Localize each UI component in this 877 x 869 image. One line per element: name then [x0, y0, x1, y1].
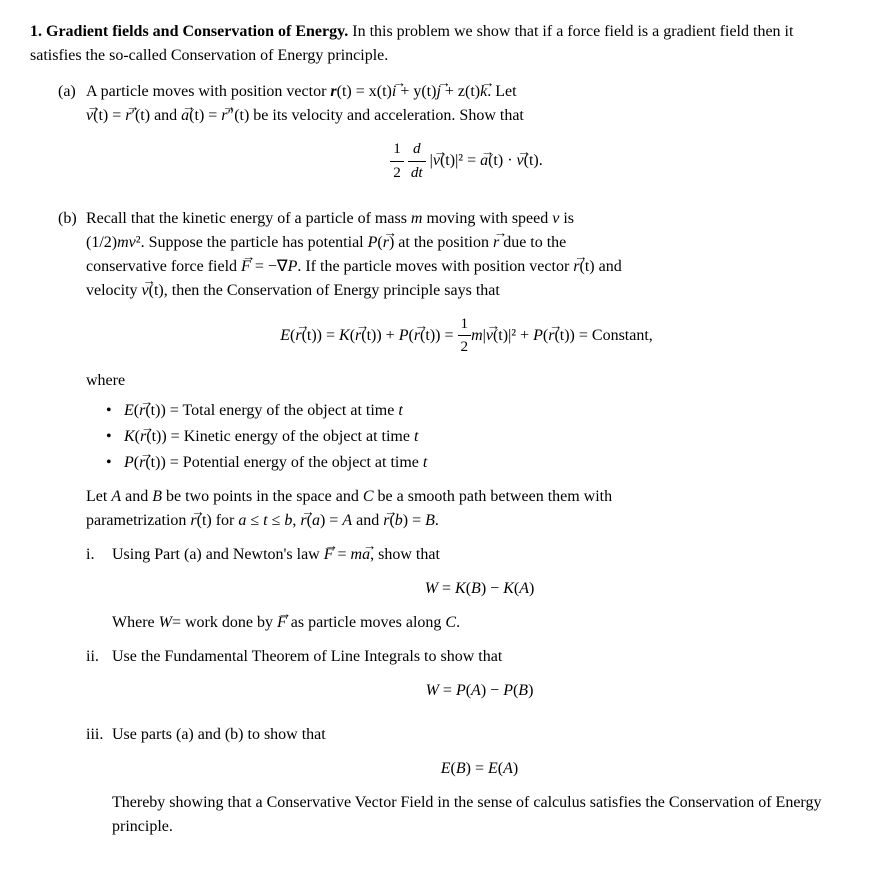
v-vec: v	[86, 104, 93, 128]
let-ab: Let A and B be two points in the space a…	[86, 485, 847, 533]
bullet-mark: •	[106, 425, 124, 449]
subpart-iii-content: Use parts (a) and (b) to show that E(B) …	[112, 723, 847, 839]
part-b-content: Recall that the kinetic energy of a part…	[86, 207, 847, 840]
part-a: (a) A particle moves with position vecto…	[58, 80, 847, 195]
part-a-content: A particle moves with position vector r (…	[86, 80, 847, 195]
subpart-i-label: i.	[86, 543, 112, 635]
conclusion: Thereby showing that a Conservative Vect…	[112, 794, 821, 835]
equation-energy: E(r(t)) = K(r(t)) + P(r(t)) = 12m|v(t)|²…	[86, 313, 847, 360]
text: A particle moves with position vector	[86, 83, 330, 100]
subpart-iii: iii. Use parts (a) and (b) to show that …	[86, 723, 847, 839]
problem-number: 1.	[30, 23, 42, 40]
problem-title: Gradient fields and Conservation of Ener…	[46, 23, 348, 40]
bullet-item: • E(r(t)) = Total energy of the object a…	[106, 399, 847, 423]
bullet-list: • E(r(t)) = Total energy of the object a…	[106, 399, 847, 475]
r-vec: r	[125, 104, 131, 128]
equation-work-kinetic: W = K(B) − K(A)	[112, 577, 847, 601]
part-b-label: (b)	[58, 207, 86, 840]
i-vec: i	[392, 80, 396, 104]
bullet-mark: •	[106, 399, 124, 423]
a-vec: a	[181, 104, 189, 128]
r-vec: r	[221, 104, 227, 128]
text: Recall that the kinetic energy of a part…	[86, 210, 411, 227]
equation-energy-eq: E(B) = E(A)	[112, 757, 847, 781]
k-vec: k	[480, 80, 487, 104]
subpart-iii-label: iii.	[86, 723, 112, 839]
equation-work-potential: W = P(A) − P(B)	[112, 679, 847, 703]
subpart-i: i. Using Part (a) and Newton's law F = m…	[86, 543, 847, 635]
subpart-i-content: Using Part (a) and Newton's law F = ma, …	[112, 543, 847, 635]
bullet-item: • K(r(t)) = Kinetic energy of the object…	[106, 425, 847, 449]
part-a-label: (a)	[58, 80, 86, 195]
text: ″(t) be its velocity and acceleration. S…	[228, 107, 524, 124]
equation-a: 12 ddt |v(t)|² = a(t) · v(t).	[86, 138, 847, 185]
part-b: (b) Recall that the kinetic energy of a …	[58, 207, 847, 840]
problem-header: 1. Gradient fields and Conservation of E…	[30, 20, 847, 68]
where-label: where	[86, 369, 847, 393]
text: (t) = x(t)	[337, 83, 392, 100]
subpart-ii-label: ii.	[86, 645, 112, 713]
j-vec: j	[436, 80, 440, 104]
bullet-mark: •	[106, 451, 124, 475]
subpart-ii-content: Use the Fundamental Theorem of Line Inte…	[112, 645, 847, 713]
bullet-item: • P(r(t)) = Potential energy of the obje…	[106, 451, 847, 475]
subpart-ii: ii. Use the Fundamental Theorem of Line …	[86, 645, 847, 713]
